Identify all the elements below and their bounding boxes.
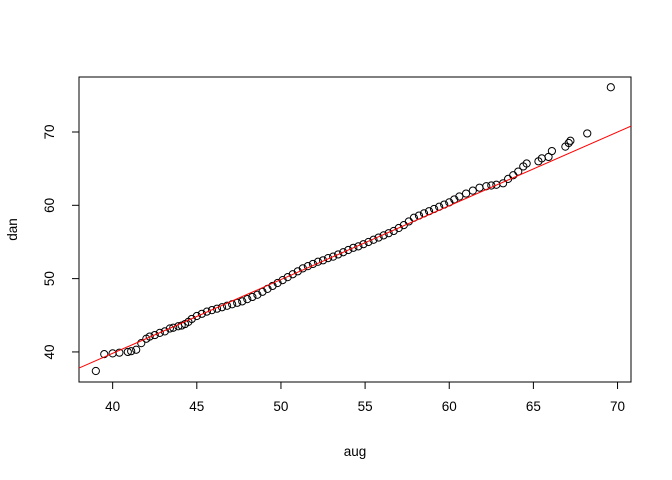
data-point xyxy=(349,243,358,252)
y-axis: 40 50 60 70 xyxy=(42,124,80,359)
data-point xyxy=(379,231,388,240)
x-axis-title: aug xyxy=(344,444,367,459)
points-layer xyxy=(91,83,615,376)
data-point xyxy=(222,301,232,310)
data-point xyxy=(359,240,368,249)
x-tick-label: 70 xyxy=(610,399,625,414)
data-point xyxy=(369,235,378,244)
data-point xyxy=(334,250,343,259)
y-tick-label: 40 xyxy=(42,344,57,359)
data-point xyxy=(197,309,206,318)
reference-line xyxy=(78,125,632,369)
data-point xyxy=(566,136,575,145)
data-point xyxy=(145,332,154,341)
data-point xyxy=(248,292,257,302)
x-axis: 40 45 50 55 60 65 70 xyxy=(105,381,625,414)
data-point xyxy=(238,297,247,306)
data-point xyxy=(165,324,174,333)
data-point xyxy=(155,328,164,337)
data-point xyxy=(455,192,464,201)
data-point xyxy=(339,248,348,257)
data-point xyxy=(374,233,383,242)
data-point xyxy=(318,256,328,265)
x-tick-label: 40 xyxy=(105,399,120,414)
data-point xyxy=(606,83,615,92)
data-point xyxy=(137,339,146,348)
y-tick-label: 70 xyxy=(42,124,57,139)
y-tick-label: 60 xyxy=(42,198,57,213)
data-point xyxy=(522,159,531,168)
data-point xyxy=(354,242,363,251)
data-point xyxy=(547,146,557,156)
data-point xyxy=(583,129,592,138)
x-tick-label: 55 xyxy=(358,399,373,414)
data-point xyxy=(207,306,217,315)
x-tick-label: 65 xyxy=(526,399,541,414)
data-point xyxy=(91,366,100,376)
data-point xyxy=(323,253,333,263)
data-point xyxy=(127,347,136,356)
data-point xyxy=(132,345,141,354)
data-point xyxy=(364,237,373,247)
data-point xyxy=(344,245,353,255)
data-point xyxy=(123,347,132,357)
data-point xyxy=(468,186,477,195)
data-point xyxy=(243,295,252,304)
y-axis-title: dan xyxy=(5,218,20,241)
data-point xyxy=(100,350,109,359)
data-point xyxy=(564,138,573,148)
x-tick-label: 45 xyxy=(189,399,204,414)
y-tick-label: 50 xyxy=(42,271,57,286)
data-point xyxy=(329,252,338,261)
data-point xyxy=(150,330,159,340)
x-tick-label: 50 xyxy=(273,399,288,414)
data-point xyxy=(115,348,124,357)
data-point xyxy=(169,323,178,332)
data-point xyxy=(192,311,201,321)
data-point xyxy=(475,183,484,192)
x-tick-label: 60 xyxy=(442,399,457,414)
data-point xyxy=(384,229,393,238)
data-point xyxy=(202,307,212,316)
data-point xyxy=(461,189,471,198)
